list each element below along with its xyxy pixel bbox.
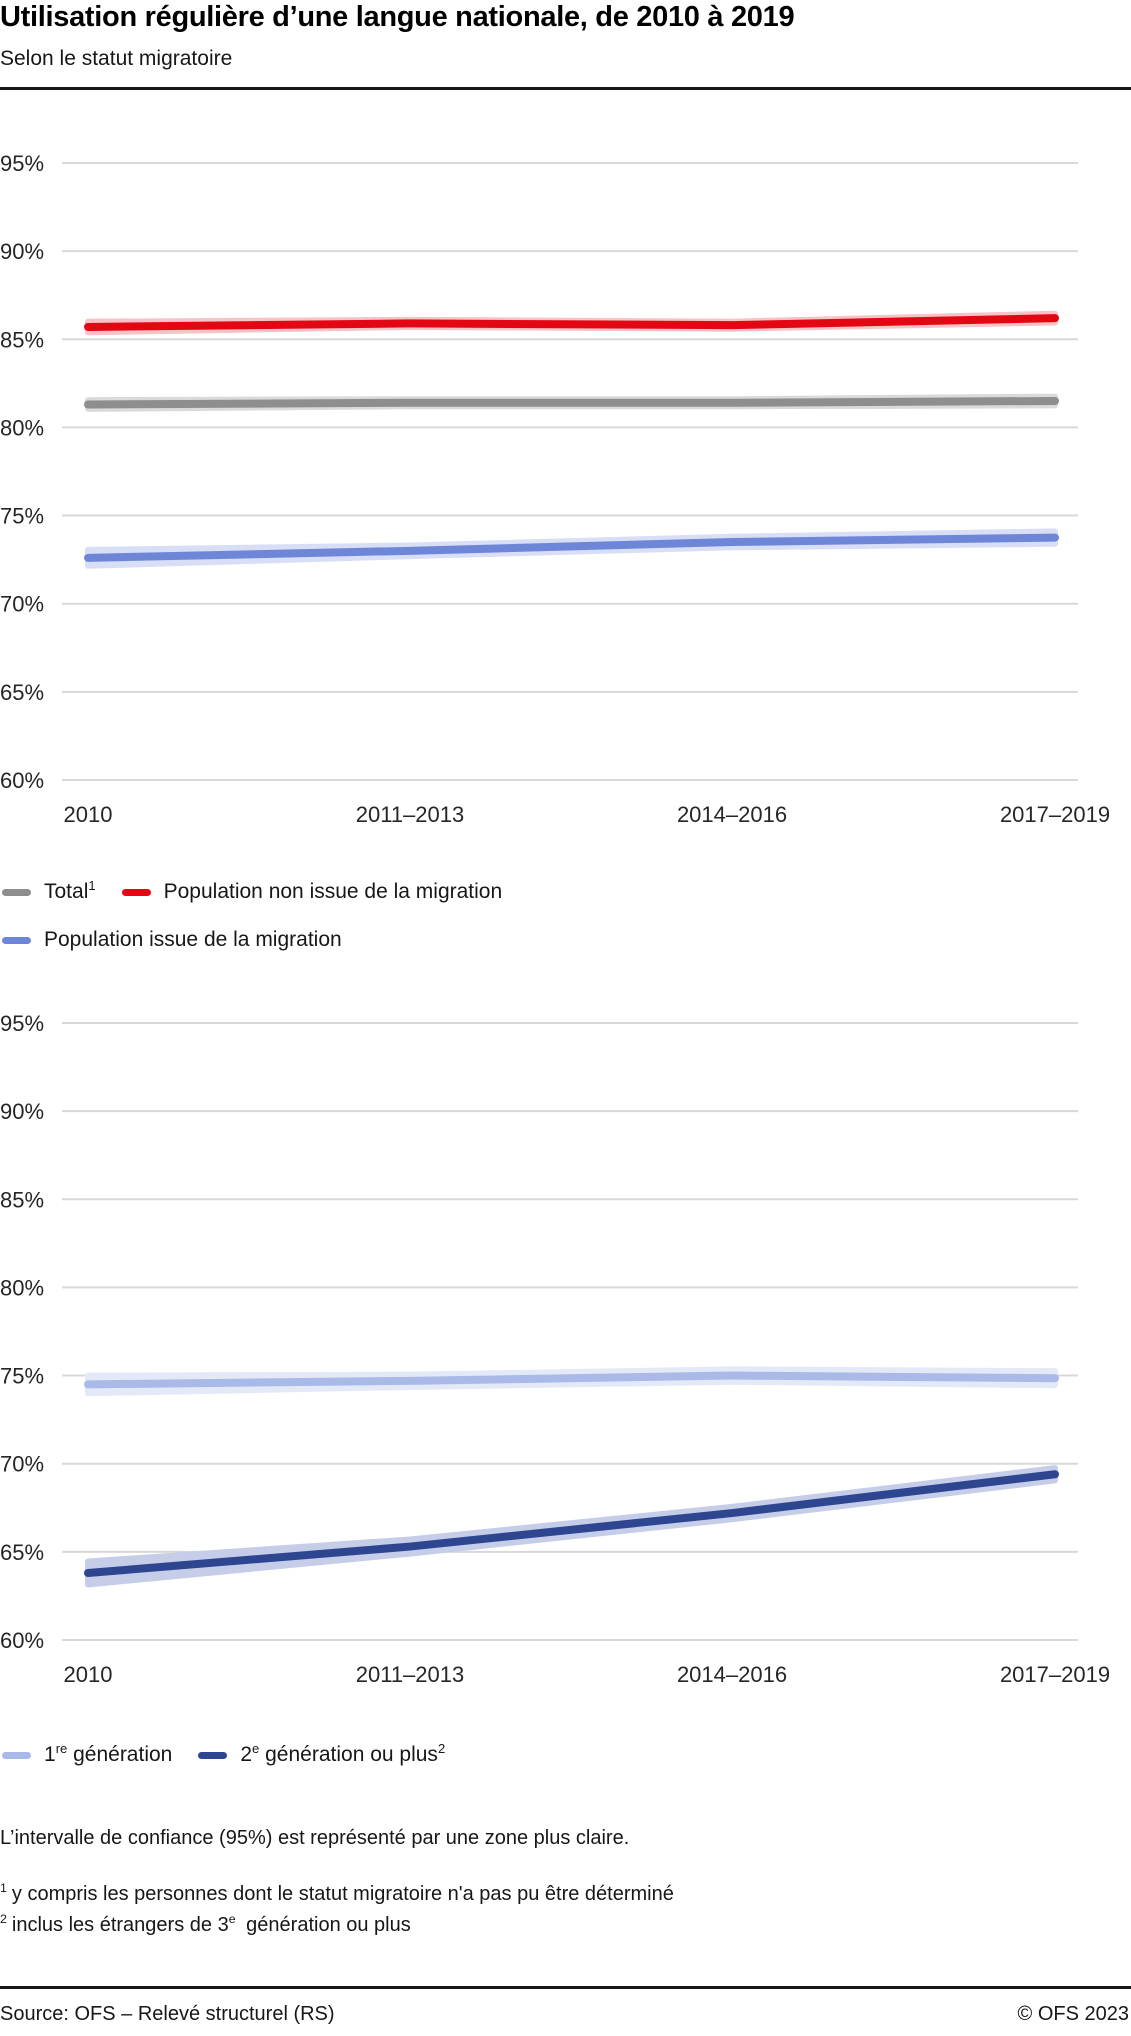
- footer-divider: [0, 1986, 1131, 1989]
- series-line-0: [84, 1371, 1059, 1389]
- x-tick-label: 2011–2013: [356, 802, 465, 827]
- y-tick-label: 70%: [0, 1452, 44, 1477]
- series-lines: [84, 314, 1059, 562]
- gridlines: [62, 162, 1078, 781]
- x-tick-label: 2017–2019: [1000, 1662, 1110, 1687]
- legend-swatch-icon: [2, 888, 31, 896]
- y-tick-label: 95%: [0, 1011, 44, 1036]
- y-tick-label: 85%: [0, 1187, 44, 1212]
- x-tick-label: 2017–2019: [1000, 802, 1110, 827]
- legend-item: Total1: [2, 879, 96, 905]
- legend-row: Total1 Population non issue de la migrati…: [2, 879, 502, 905]
- y-tick-label: 70%: [0, 592, 44, 617]
- y-tick-label: 65%: [0, 680, 44, 705]
- legend-label: Population non issue de la migration: [163, 880, 503, 903]
- y-tick-label: 90%: [0, 239, 44, 264]
- page-title: Utilisation régulière d’une langue natio…: [0, 1, 795, 33]
- gridlines: [62, 1022, 1078, 1641]
- x-axis-labels: 2010 2011–2013 2014–2016 2017–2019: [64, 802, 1111, 827]
- footnote-1: 1 y compris les personnes dont le statut …: [0, 1881, 674, 1906]
- y-tick-label: 75%: [0, 1364, 44, 1389]
- legend-swatch-icon: [2, 936, 31, 944]
- x-tick-label: 2014–2016: [677, 802, 787, 827]
- source-label: Source: OFS – Relevé structurel (RS): [0, 2003, 335, 2025]
- legend-swatch-icon: [198, 1751, 228, 1759]
- legend-row: Population issue de la migration: [2, 927, 502, 953]
- header-divider: [0, 87, 1131, 90]
- series-line-1: [84, 314, 1059, 331]
- x-tick-label: 2010: [64, 1662, 113, 1687]
- x-tick-label: 2011–2013: [356, 1662, 465, 1687]
- legend-label: Total1: [44, 878, 96, 903]
- confidence-bands: [85, 310, 1058, 569]
- line-chart-generation: 95%90%85%80%75%70%65%60%2010 2011–2013 201…: [0, 1011, 1111, 1687]
- series-line-2: [84, 533, 1059, 562]
- y-tick-label: 60%: [0, 768, 44, 793]
- y-tick-label: 60%: [0, 1628, 44, 1653]
- legend-label: 1re génération: [44, 1741, 173, 1766]
- x-axis-labels: 2010 2011–2013 2014–2016 2017–2019: [64, 1662, 1111, 1687]
- legend-label: 2e génération ou plus2: [240, 1741, 446, 1766]
- series-line-0: [84, 396, 1059, 409]
- line-chart-migration-status: 95%90%85%80%75%70%65%60%2010 2011–2013 201…: [0, 151, 1111, 827]
- x-tick-label: 2010: [64, 802, 113, 827]
- series-lines: [84, 1371, 1059, 1577]
- x-tick-label: 2014–2016: [677, 1662, 787, 1687]
- legend-item: Population non issue de la migration: [121, 879, 503, 905]
- y-tick-label: 90%: [0, 1099, 44, 1124]
- footnote-2-marker: 2: [0, 1912, 7, 1927]
- y-tick-label: 95%: [0, 151, 44, 176]
- legend-swatch-icon: [121, 888, 151, 896]
- confidence-note: L’intervalle de confiance (95%) est repr…: [0, 1827, 630, 1849]
- series-line-1: [84, 1470, 1059, 1577]
- legend-label: Population issue de la migration: [44, 928, 342, 952]
- y-tick-label: 80%: [0, 1275, 44, 1300]
- footnote-2-text: inclus les étrangers de 3e génération ou…: [11, 1912, 411, 1936]
- legend-item: 2e génération ou plus2: [198, 1742, 445, 1768]
- y-tick-label: 80%: [0, 415, 44, 440]
- y-tick-label: 65%: [0, 1540, 44, 1565]
- legend-item: Population issue de la migration: [2, 927, 342, 953]
- legend-generation: 1re génération 2e génération ou plus2: [2, 1742, 445, 1768]
- legend-row: 1re génération 2e génération ou plus2: [2, 1742, 445, 1768]
- legend-item: 1re génération: [2, 1742, 172, 1768]
- legend-migration-status: Total1 Population non issue de la migrati…: [2, 879, 502, 954]
- legend-swatch-icon: [2, 1751, 31, 1759]
- y-tick-label: 85%: [0, 327, 44, 352]
- y-tick-label: 75%: [0, 504, 44, 529]
- footnote-1-marker: 1: [0, 1881, 7, 1896]
- page-subtitle: Selon le statut migratoire: [0, 47, 233, 70]
- footnote-1-text: y compris les personnes dont le statut m…: [11, 1883, 674, 1905]
- copyright-label: © OFS 2023: [1017, 2003, 1129, 2025]
- footnote-2: 2 inclus les étrangers de 3e génération o…: [0, 1912, 411, 1937]
